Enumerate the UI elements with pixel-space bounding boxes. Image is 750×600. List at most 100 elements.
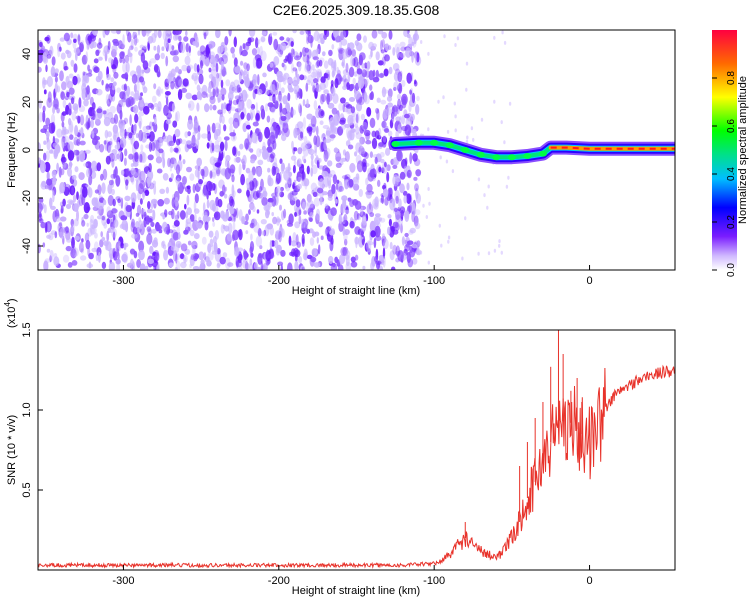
noise-blob — [223, 46, 228, 52]
noise-blob — [304, 64, 310, 73]
noise-blob — [249, 222, 255, 229]
noise-blob — [209, 140, 213, 148]
noise-blob — [38, 142, 41, 152]
ridge-blob — [492, 154, 501, 161]
noise-blob — [202, 211, 208, 219]
noise-blob — [242, 154, 247, 165]
noise-blob — [191, 94, 198, 101]
noise-blob — [197, 131, 201, 141]
noise-blob — [305, 251, 308, 258]
noise-blob — [313, 30, 320, 42]
noise-blob — [401, 236, 405, 246]
noise-blob — [153, 265, 157, 270]
noise-blob — [260, 37, 266, 42]
noise-blob — [226, 232, 232, 242]
noise-blob — [103, 116, 111, 127]
noise-blob — [406, 182, 410, 191]
noise-blob — [124, 222, 129, 233]
noise-blob — [296, 91, 299, 98]
noise-blob — [280, 115, 287, 122]
noise-blob — [316, 187, 324, 194]
noise-blob — [141, 191, 146, 198]
noise-blob — [117, 242, 121, 250]
noise-blob — [390, 111, 395, 123]
noise-blob — [375, 260, 382, 265]
colorbar-ticks: 0.0 0.2 0.4 0.6 0.8 — [712, 71, 737, 277]
noise-blob — [108, 218, 115, 225]
noise-blob — [214, 86, 219, 98]
noise-blob — [385, 43, 390, 52]
noise-blob — [203, 32, 207, 40]
noise-blob — [282, 107, 288, 115]
noise-blob — [86, 168, 91, 178]
noise-blob — [207, 252, 214, 261]
noise-blob — [122, 251, 128, 264]
noise-blob — [182, 159, 186, 165]
noise-blob — [255, 235, 263, 247]
noise-blob — [61, 121, 65, 128]
noise-blob — [392, 63, 400, 71]
noise-blob — [248, 30, 256, 37]
noise-blob — [87, 41, 90, 50]
noise-blob — [287, 76, 293, 85]
noise-blob — [302, 99, 306, 107]
noise-blob — [395, 175, 402, 183]
noise-blob — [108, 93, 113, 103]
noise-blob — [370, 261, 375, 270]
noise-blob — [147, 154, 154, 161]
noise-blob — [300, 142, 308, 152]
noise-blob — [138, 129, 144, 142]
noise-blob — [60, 52, 66, 60]
noise-blob — [293, 84, 300, 93]
noise-blob — [267, 177, 274, 187]
noise-blob — [61, 141, 65, 149]
noise-blob — [108, 57, 113, 64]
noise-blob — [298, 62, 302, 72]
noise-blob — [49, 149, 54, 154]
noise-blob — [45, 130, 50, 138]
noise-blob — [297, 147, 303, 155]
noise-blob — [365, 132, 370, 141]
noise-blob — [180, 243, 188, 252]
snr-y-label: SNR (10 * v/v) — [6, 415, 18, 485]
noise-blob — [439, 155, 442, 160]
noise-blob — [49, 249, 54, 261]
noise-blob — [350, 55, 354, 67]
noise-blob — [378, 142, 384, 147]
noise-blob — [155, 252, 160, 262]
noise-blob — [332, 65, 336, 76]
noise-blob — [404, 232, 409, 238]
noise-blob — [412, 153, 418, 162]
noise-blob — [235, 156, 241, 163]
noise-blob — [214, 122, 221, 129]
noise-blob — [363, 129, 371, 137]
noise-blob — [443, 34, 446, 39]
noise-blob — [396, 46, 400, 59]
noise-blob — [204, 221, 209, 231]
noise-blob — [319, 120, 324, 125]
noise-blob — [346, 82, 350, 91]
noise-blob — [296, 171, 302, 182]
noise-blob — [281, 133, 287, 142]
ridge-blob — [430, 139, 439, 146]
noise-blob — [71, 186, 74, 196]
snr-y-multiplier: (x104) — [3, 298, 18, 328]
noise-blob — [286, 37, 290, 42]
noise-blob — [153, 237, 158, 245]
noise-blob — [389, 119, 394, 129]
noise-blob — [276, 70, 283, 79]
snr-y-tick-label: 1.5 — [21, 322, 33, 337]
noise-blob — [338, 214, 342, 224]
noise-blob — [212, 206, 219, 213]
noise-blob — [169, 146, 174, 153]
noise-blob — [229, 132, 237, 137]
noise-blob — [163, 197, 170, 205]
noise-blob — [215, 30, 221, 39]
noise-blob — [234, 95, 242, 100]
noise-blob — [306, 165, 310, 175]
noise-blob — [82, 186, 88, 198]
noise-blob — [399, 206, 406, 214]
noise-blob — [305, 143, 312, 149]
noise-blob — [382, 108, 388, 120]
noise-blob — [231, 174, 235, 183]
